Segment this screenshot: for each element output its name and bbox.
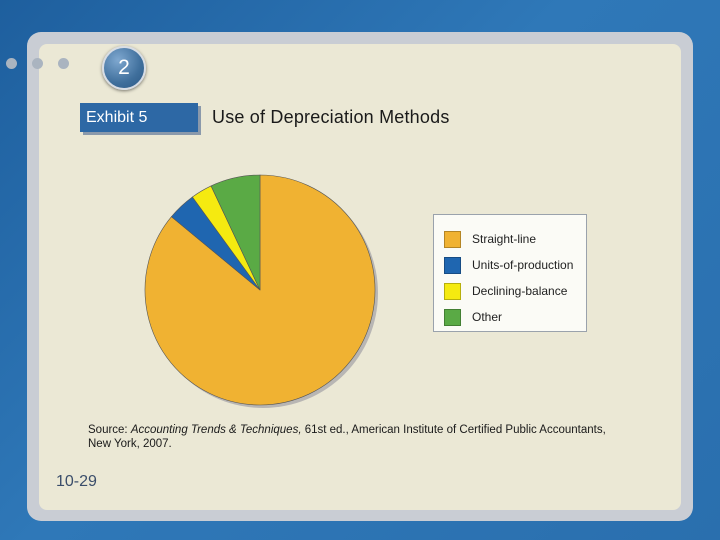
page-number: 10-29 (56, 473, 97, 490)
step-number-badge: 2 (102, 46, 146, 90)
source-prefix: Source: (88, 424, 131, 436)
pie-slice-straight-line (144, 174, 376, 406)
legend-label: Other (472, 310, 503, 324)
source-location: New York, 2007. (88, 438, 172, 450)
chart-title: Use of Depreciation Methods (212, 107, 450, 127)
legend-item: Straight-line (434, 226, 586, 252)
legend-label: Units-of-production (472, 258, 574, 272)
legend-item: Declining-balance (434, 278, 586, 304)
legend-item: Units-of-production (434, 252, 586, 278)
legend-label: Straight-line (472, 232, 537, 246)
legend-swatch (444, 282, 461, 300)
exhibit-label: Exhibit 5 (80, 103, 198, 132)
legend-item: Other (434, 304, 586, 330)
legend-swatch (444, 230, 461, 248)
source-publication: Accounting Trends & Techniques, (130, 424, 302, 436)
pie-slice-other (210, 174, 261, 291)
source-details: 61st ed., American Institute of Certifie… (301, 424, 606, 436)
pie-chart (144, 174, 378, 408)
source-note: Source: Accounting Trends & Techniques, … (88, 423, 668, 451)
legend-label: Declining-balance (472, 284, 568, 298)
chart-legend: Straight-line Units-of-production Declin… (433, 214, 587, 332)
legend-swatch (444, 256, 461, 274)
legend-swatch (444, 308, 461, 326)
